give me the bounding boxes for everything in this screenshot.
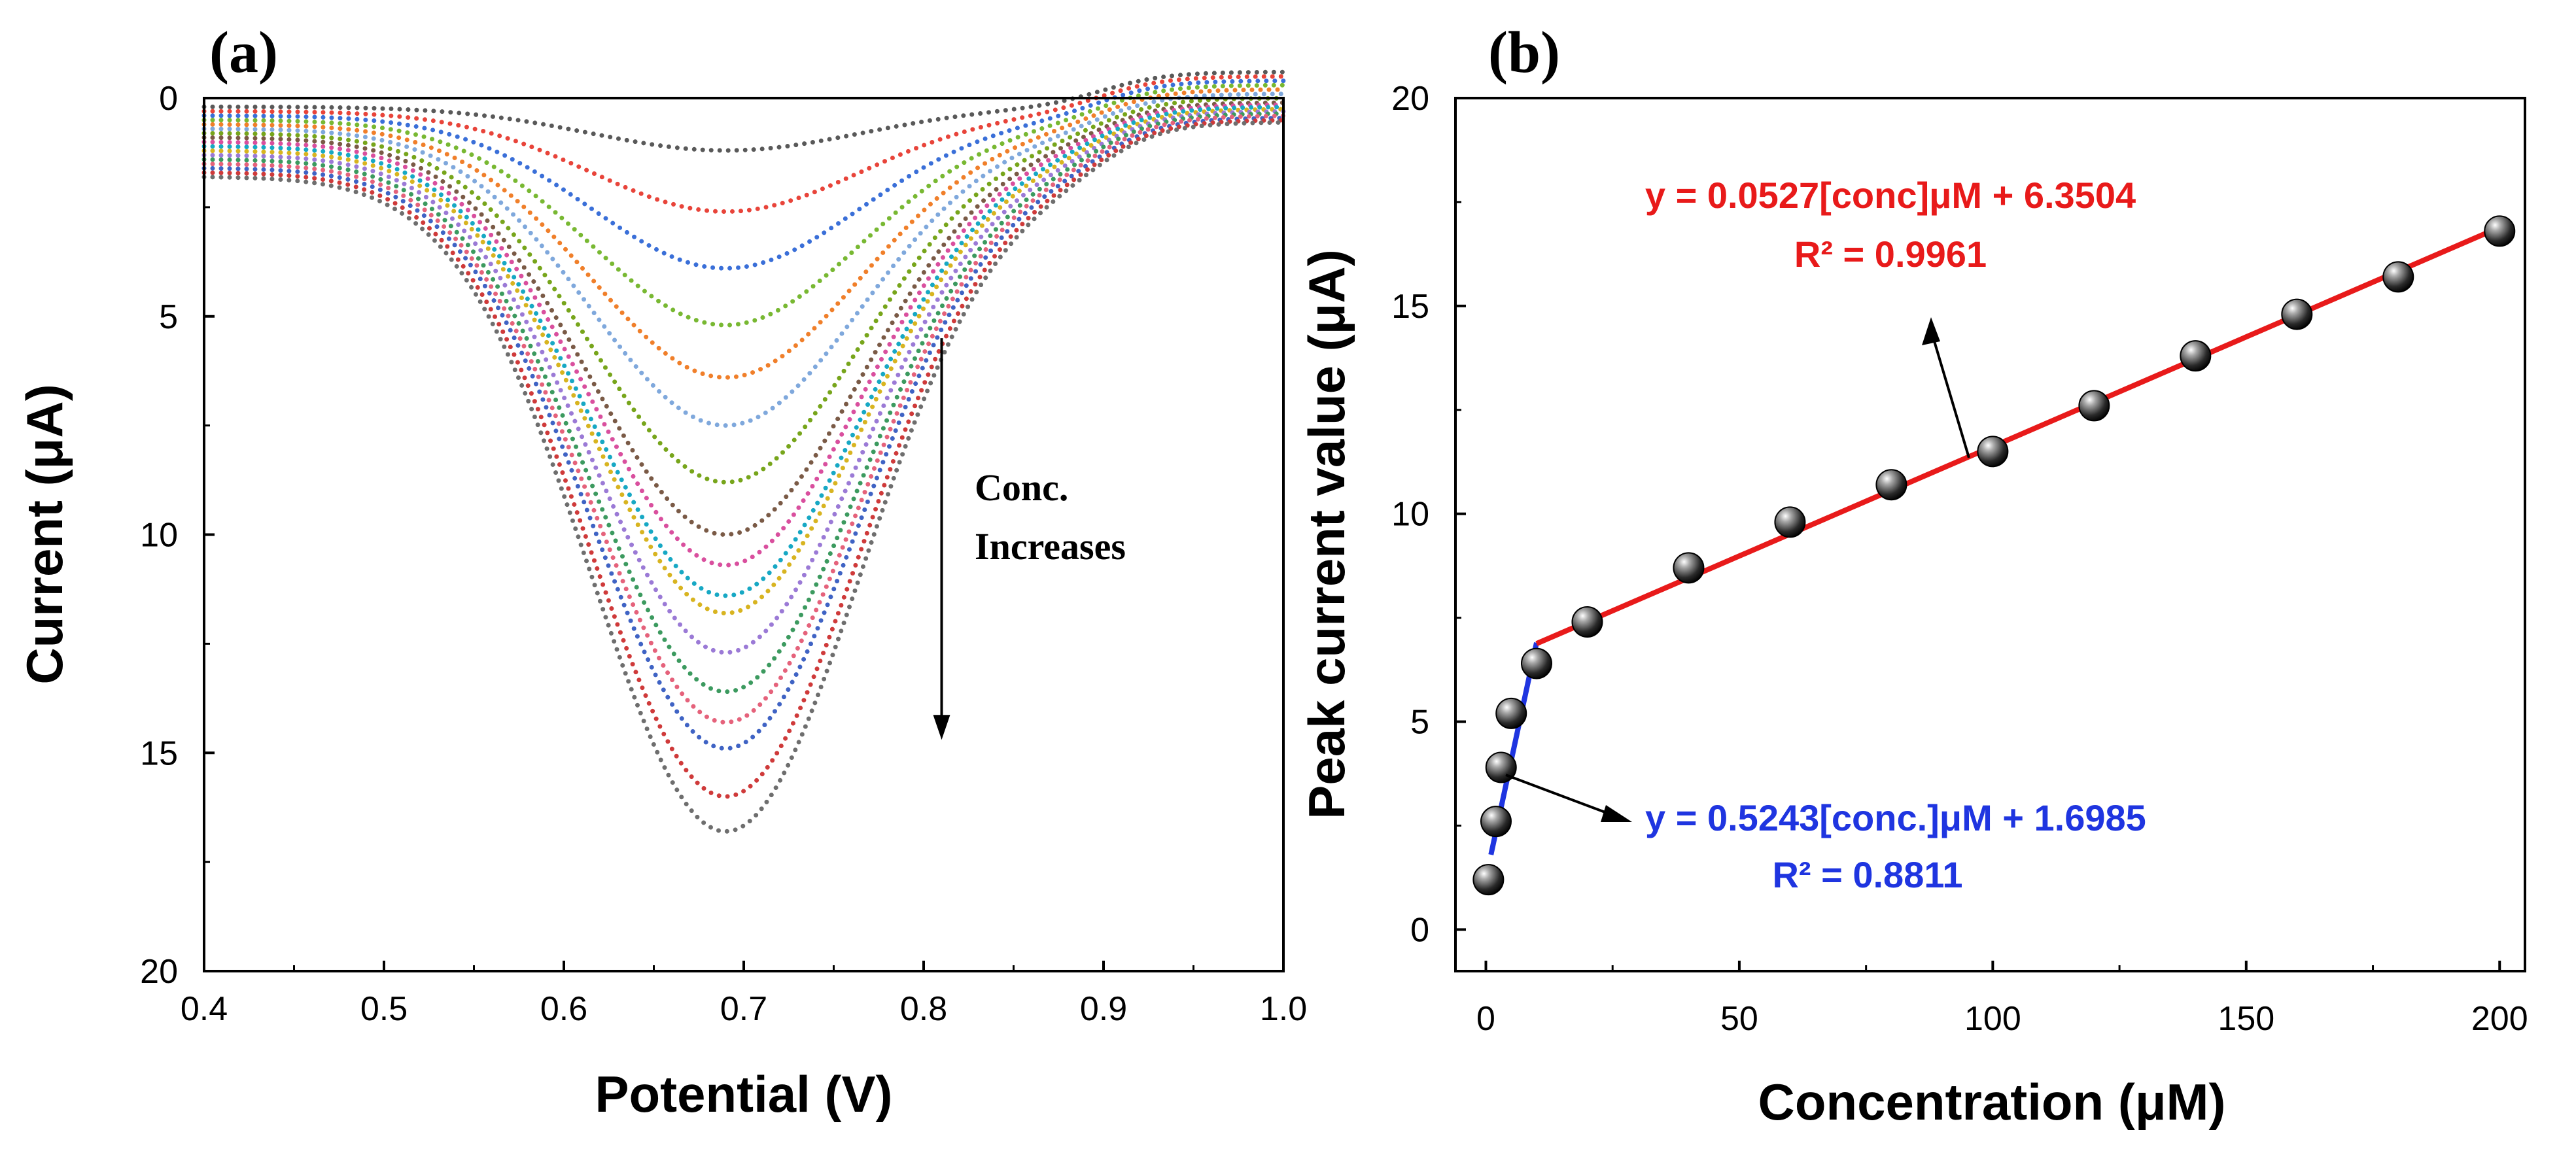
high-fit-r2: R² = 0.9961 [1794, 233, 1987, 275]
panel-a-label: (a) [209, 20, 278, 85]
fit-lines [1488, 225, 2501, 855]
voltammogram-curve-15 [201, 116, 1286, 751]
concentration-arrow-annotation: Conc. Increases [933, 338, 1126, 740]
x-tick-label: 1.0 [1260, 990, 1307, 1028]
data-point-13 [2281, 298, 2313, 330]
panel-b-frame [1454, 97, 2526, 972]
voltammogram-curve-17 [201, 120, 1286, 834]
voltammogram-curve-14 [201, 113, 1286, 725]
high-range-fit-annotation: y = 0.0527[conc]μM + 6.3504 R² = 0.9961 [1645, 175, 2136, 458]
data-point-7 [1673, 552, 1705, 584]
x-tick-label: 0.7 [720, 990, 767, 1028]
x-tick-label: 0.5 [360, 990, 408, 1028]
panel-b-y-ticks: 0 5 10 15 20 [1391, 80, 1466, 949]
x-tick-label: 0 [1476, 1000, 1495, 1038]
panel-b-x-axis-title: Concentration (μM) [1758, 1073, 2226, 1131]
x-tick-label: 100 [1964, 1000, 2021, 1038]
x-tick-label: 50 [1720, 1000, 1758, 1038]
y-tick-label: 15 [140, 734, 178, 772]
x-tick-label: 200 [2471, 1000, 2528, 1038]
concentration-arrowhead [933, 715, 950, 740]
y-tick-label: 10 [1391, 496, 1429, 534]
panel-a-voltammogram: (a) 0.4 0.5 0.6 0.7 0.8 0.9 1.0 0 5 10 15 20 Poten… [16, 20, 1307, 1123]
x-tick-label: 150 [2218, 1000, 2274, 1038]
panel-a-y-ticks: 0 5 10 15 20 [140, 80, 215, 991]
data-point-9 [1875, 469, 1907, 501]
data-point-2 [1480, 806, 1512, 838]
voltammogram-curve-1 [201, 69, 1286, 153]
data-point-8 [1774, 506, 1806, 538]
panel-a-x-axis-title: Potential (V) [595, 1065, 892, 1123]
voltammogram-curves [201, 69, 1286, 834]
voltammogram-curve-13 [201, 111, 1286, 695]
x-tick-label: 0.6 [540, 990, 587, 1028]
high-fit-pointer-arrow [1930, 330, 1970, 458]
y-tick-label: 15 [1391, 288, 1429, 326]
panel-b-calibration: (b) 0 50 100 150 200 0 5 10 15 20 Concentration … [1298, 20, 2528, 1131]
voltammogram-curve-6 [201, 92, 1286, 428]
voltammogram-curve-9 [201, 102, 1286, 568]
data-point-10 [1977, 436, 2009, 468]
low-fit-equation: y = 0.5243[conc.]μM + 1.6985 [1645, 797, 2146, 838]
voltammogram-curve-3 [201, 78, 1286, 271]
high-fit-equation: y = 0.0527[conc]μM + 6.3504 [1645, 175, 2136, 216]
y-tick-label: 10 [140, 517, 178, 555]
panel-b-y-axis-title: Peak current value (μA) [1298, 249, 1355, 819]
y-tick-label: 20 [140, 953, 178, 991]
data-point-15 [2484, 215, 2516, 247]
x-tick-label: 0.9 [1080, 990, 1127, 1028]
y-tick-label: 5 [1410, 704, 1429, 742]
low-fit-r2: R² = 0.8811 [1772, 854, 1962, 895]
panel-a-y-axis-title: Current (μA) [16, 384, 73, 684]
data-points [1472, 215, 2516, 896]
x-tick-label: 0.8 [900, 990, 947, 1028]
annotation-line-1: Conc. [975, 466, 1068, 509]
voltammogram-curve-12 [201, 109, 1286, 655]
panel-b-x-ticks: 0 50 100 150 200 [1476, 961, 2528, 1038]
y-tick-label: 0 [159, 80, 178, 118]
x-tick-label: 0.4 [181, 990, 228, 1028]
data-point-11 [2078, 390, 2110, 422]
voltammogram-curve-16 [201, 118, 1286, 799]
data-point-12 [2180, 340, 2212, 372]
y-tick-label: 20 [1391, 80, 1429, 118]
data-point-1 [1472, 864, 1505, 896]
data-point-6 [1571, 606, 1603, 638]
low-fit-pointer-arrow [1505, 774, 1620, 819]
data-point-5 [1520, 647, 1552, 679]
annotation-line-2: Increases [975, 525, 1126, 568]
y-tick-label: 5 [159, 298, 178, 336]
data-point-14 [2382, 261, 2414, 293]
voltammogram-curve-4 [201, 82, 1286, 328]
high-fit-pointer-arrowhead [1922, 317, 1940, 345]
data-point-4 [1495, 697, 1527, 729]
low-fit-pointer-arrowhead [1601, 805, 1632, 822]
voltammogram-curve-10 [201, 105, 1286, 598]
panel-a-x-ticks: 0.4 0.5 0.6 0.7 0.8 0.9 1.0 [181, 961, 1307, 1028]
panel-b-label: (b) [1488, 20, 1560, 85]
voltammogram-curve-5 [201, 87, 1286, 380]
y-tick-label: 0 [1410, 911, 1429, 949]
low-range-fit-annotation: y = 0.5243[conc.]μM + 1.6985 R² = 0.8811 [1505, 774, 2146, 895]
voltammogram-curve-2 [201, 74, 1286, 214]
